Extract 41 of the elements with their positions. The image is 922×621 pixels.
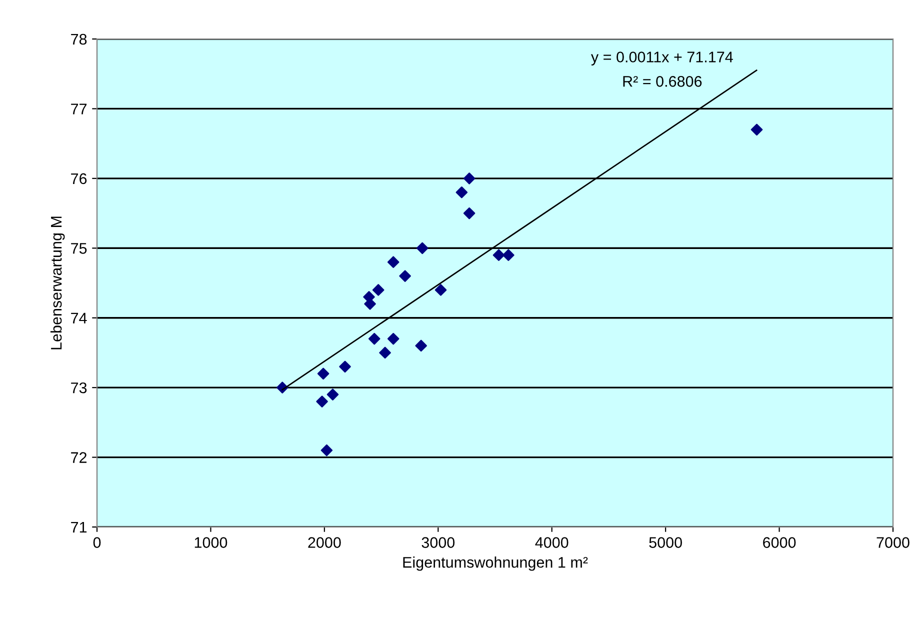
x-tick-label: 6000 (763, 537, 796, 548)
x-tick-label: 1000 (194, 537, 228, 548)
x-tick-label: 0 (93, 537, 101, 548)
point (326, 388, 339, 400)
x-axis-title: Eigentumswohnungen 1 m² (403, 556, 588, 571)
point (415, 340, 427, 352)
point (387, 256, 400, 268)
point (316, 396, 328, 408)
y-tick-label: 71 (71, 522, 87, 533)
x-tick-label: 3000 (422, 537, 455, 548)
point (434, 284, 447, 296)
point (492, 249, 505, 262)
annotation: y = 0.0011x + 71.174 (590, 52, 733, 66)
x-tick-label: 5000 (649, 537, 682, 548)
point (372, 284, 384, 296)
y-tick-label: 77 (71, 104, 87, 114)
point (502, 249, 514, 262)
y-tick-label: 76 (71, 173, 87, 184)
point (463, 172, 476, 184)
point (379, 346, 391, 359)
y-tick-label: 73 (71, 382, 87, 394)
point (339, 360, 351, 373)
y-axis-title: Lebenserwartung M (50, 216, 65, 350)
x-tick-label: 7000 (876, 537, 910, 548)
point (368, 332, 380, 345)
point (364, 298, 376, 310)
y-tick-label: 78 (71, 34, 87, 45)
point (320, 444, 333, 456)
point (317, 368, 330, 380)
point (416, 242, 428, 254)
point (463, 207, 476, 220)
annotation: R² = 0.6806 (623, 76, 702, 87)
point (387, 332, 400, 345)
x-tick-label: 4000 (535, 537, 568, 548)
x-tick-label: 2000 (308, 537, 341, 548)
point (750, 124, 763, 136)
y-tick-label: 75 (71, 243, 87, 254)
y-tick-label: 74 (71, 312, 87, 324)
point (456, 186, 468, 198)
y-tick-label: 72 (71, 452, 87, 463)
point (399, 270, 411, 282)
